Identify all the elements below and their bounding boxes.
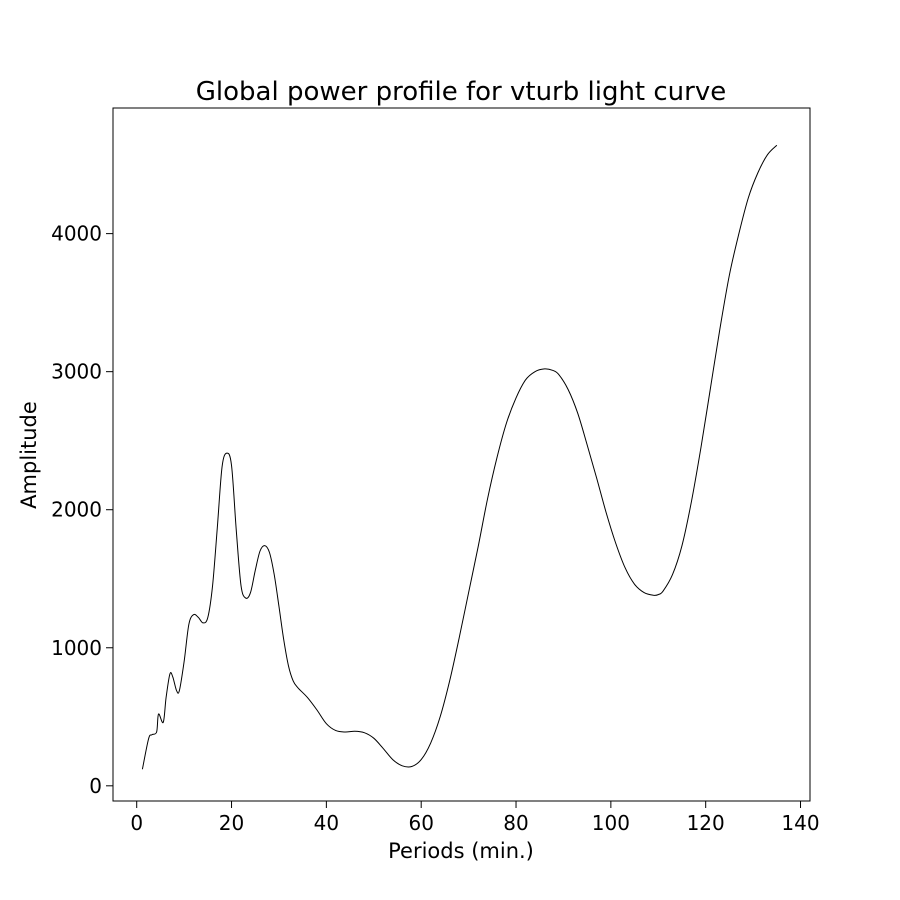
x-tick-label: 20 — [219, 811, 244, 835]
y-axis-label: Amplitude — [17, 401, 41, 509]
x-tick-label: 40 — [314, 811, 339, 835]
plot-frame — [112, 107, 811, 802]
y-tick-label: 2000 — [51, 498, 102, 522]
y-tick-label: 3000 — [51, 360, 102, 384]
x-tick-label: 100 — [592, 811, 630, 835]
y-axis-ticks: 0 1000 2000 3000 4000 — [51, 222, 113, 798]
y-tick-label: 4000 — [51, 222, 102, 246]
x-tick-label: 0 — [130, 811, 143, 835]
x-axis-ticks: 0 20 40 60 80 100 120 140 — [130, 801, 820, 835]
x-tick-label: 140 — [781, 811, 819, 835]
x-axis-label: Periods (min.) — [388, 839, 534, 863]
x-tick-label: 80 — [503, 811, 528, 835]
y-tick-label: 0 — [89, 774, 102, 798]
chart-title: Global power profile for vturb light cur… — [196, 77, 727, 107]
y-tick-label: 1000 — [51, 636, 102, 660]
series-line — [141, 144, 778, 770]
x-tick-label: 60 — [408, 811, 433, 835]
x-tick-label: 120 — [687, 811, 725, 835]
